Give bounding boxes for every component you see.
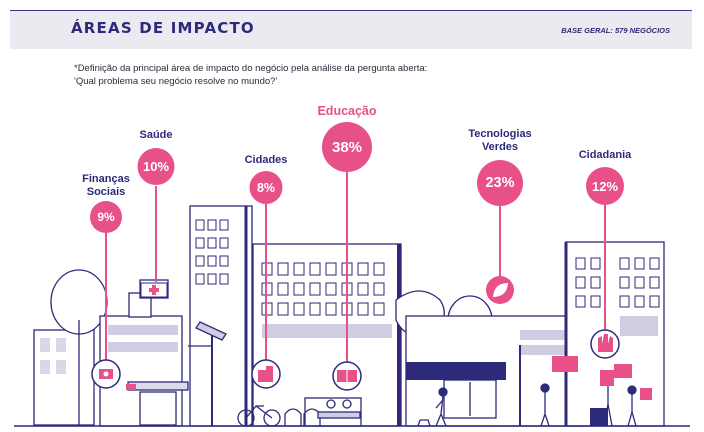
area-label-tecnologias-verdes: Tecnologias Verdes: [468, 128, 531, 154]
street-lamp: [188, 321, 521, 426]
raised-fist-icon: [590, 329, 620, 359]
pin-lines: [105, 170, 606, 364]
definition-note: *Definição da principal área de impacto …: [74, 63, 427, 88]
area-percent-financas: 9%: [90, 201, 122, 233]
page-title: ÁREAS DE IMPACTO: [71, 19, 255, 37]
area-percent-cidadania: 12%: [586, 167, 624, 205]
money-icon: [91, 359, 121, 389]
area-label-cidadania: Cidadania: [578, 149, 632, 161]
person-walking-dog: [417, 387, 448, 427]
note-line-1: *Definição da principal área de impacto …: [74, 63, 428, 74]
health-cross-icon: [140, 282, 168, 298]
building-center: [252, 243, 402, 427]
tower-center-left: [189, 205, 253, 427]
sample-base-label: BASE GERAL: 579 NEGÓCIOS: [561, 26, 670, 35]
hospital-building: [99, 279, 189, 427]
area-percent-tecnologias-verdes: 23%: [477, 160, 523, 206]
area-label-line: Verdes: [481, 141, 519, 153]
area-label-line: Finanças: [82, 173, 130, 185]
pin-icon-circles: [91, 276, 620, 391]
people-reading: [317, 399, 361, 419]
leaf-icon: [486, 276, 514, 304]
book-icon: [332, 361, 362, 391]
header-bar: ÁREAS DE IMPACTO BASE GERAL: 579 NEGÓCIO…: [10, 10, 692, 49]
area-percent-educacao: 38%: [322, 122, 372, 172]
protest-crowd: [540, 371, 637, 427]
area-label-line: Tecnologias: [468, 128, 532, 140]
area-label-financas: Finanças Sociais: [82, 173, 130, 199]
area-percent-saude: 10%: [137, 148, 175, 185]
area-label-educacao: Educação: [317, 104, 377, 118]
building-left: [33, 329, 95, 426]
area-label-line: Sociais: [86, 186, 126, 198]
area-label-cidades: Cidades: [244, 154, 288, 166]
protest-signs: [126, 356, 652, 400]
note-line-2: 'Qual problema seu negócio resolve no mu…: [74, 75, 278, 87]
city-icon: [251, 359, 281, 389]
area-label-saude: Saúde: [139, 129, 173, 141]
area-percent-cidades: 8%: [249, 171, 283, 204]
